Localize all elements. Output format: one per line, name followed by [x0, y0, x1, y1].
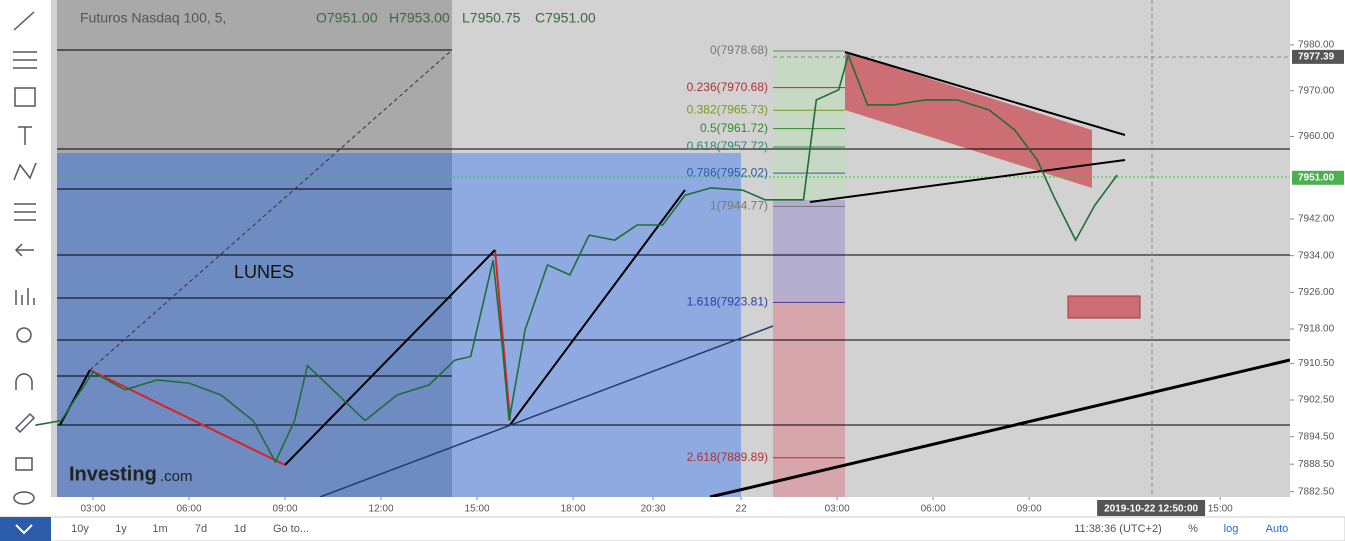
toolbar-button[interactable]: Go to...	[273, 523, 309, 535]
fib-label: 0.5(7961.72)	[700, 121, 768, 135]
y-tick-label: 7942.00	[1298, 214, 1335, 225]
bottom-toolbar	[0, 516, 1345, 541]
fib-zone	[773, 50, 845, 200]
fib-zone	[773, 200, 845, 300]
fib-label: 0.786(7952.02)	[687, 165, 768, 179]
fib-label: 1(7944.77)	[710, 199, 768, 213]
zone-gray	[57, 0, 452, 153]
trendline	[89, 49, 453, 371]
x-tick-label: 12:00	[369, 504, 394, 515]
fib-label: 0.382(7965.73)	[687, 102, 768, 116]
status-item: 11:38:36 (UTC+2)	[1074, 523, 1162, 535]
ohlc-value: O7951.00	[316, 10, 378, 26]
status-item[interactable]: log	[1224, 523, 1239, 535]
watermark: .com	[160, 468, 193, 485]
collapse-icon	[15, 524, 33, 535]
price-tag-label: 7951.00	[1298, 172, 1335, 183]
price-series	[35, 52, 1118, 464]
y-tick-label: 7934.00	[1298, 250, 1335, 261]
x-tick-label: 09:00	[273, 504, 298, 515]
y-tick-label: 7970.00	[1298, 85, 1335, 96]
x-tick-label: 03:00	[825, 504, 850, 515]
left-toolbar	[0, 0, 51, 541]
toolbar-button[interactable]: 1y	[115, 523, 127, 535]
toolbar-button[interactable]: 1m	[152, 523, 167, 535]
y-tick-label: 7888.50	[1298, 459, 1335, 470]
status: 11:38:36 (UTC+2)% log Auto	[1074, 523, 1288, 535]
y-tick-label: 7960.00	[1298, 131, 1335, 142]
fib-label: 1.618(7923.81)	[687, 295, 768, 309]
cursor-label: 2019-10-22 12:50:00	[1104, 504, 1198, 515]
collapse-button[interactable]	[0, 517, 51, 541]
price-tag	[1292, 170, 1344, 185]
y-tick-label: 7918.00	[1298, 324, 1335, 335]
toolbar: 10y 1y 1m 7d 1d Go to...	[71, 523, 309, 535]
tool-icons	[13, 11, 37, 505]
y-tick-label: 7882.50	[1298, 486, 1335, 497]
y-axis	[1290, 0, 1345, 517]
x-tick-label: 06:00	[177, 504, 202, 515]
fib-label: 0.236(7970.68)	[687, 80, 768, 94]
box	[1067, 295, 1141, 319]
toolbar-button[interactable]: 1d	[234, 523, 246, 535]
ohlc-value: H7953.00	[389, 10, 450, 26]
toolbar-button[interactable]: 7d	[195, 523, 207, 535]
y-tick-label: 7980.00	[1298, 40, 1335, 51]
price-tag-label: 7977.39	[1298, 52, 1335, 63]
annotation: LUNES	[234, 262, 294, 282]
ohlc-value: L7950.75	[462, 10, 521, 26]
x-tick-label: 18:00	[561, 504, 586, 515]
y-tick-label: 7926.00	[1298, 287, 1335, 298]
channel	[845, 52, 1092, 188]
zone-blue-dark	[57, 153, 452, 497]
fib-zone	[773, 300, 845, 497]
zone-blue	[452, 153, 741, 497]
ohlc-value: C7951.00	[535, 10, 596, 26]
x-tick-label: 15:00	[1208, 504, 1233, 515]
watermark: Investing	[69, 463, 157, 485]
status-item[interactable]: %	[1188, 523, 1198, 535]
x-tick-label: 06:00	[921, 504, 946, 515]
fib-label: 2.618(7889.89)	[687, 450, 768, 464]
drawings	[59, 51, 1291, 499]
fib-label: 0.618(7957.72)	[687, 139, 768, 153]
x-tick-label: 03:00	[80, 504, 105, 515]
fib-label: 0(7978.68)	[710, 43, 768, 57]
levels	[57, 49, 1290, 426]
price-tag	[1292, 49, 1344, 64]
x-tick-label: 09:00	[1017, 504, 1042, 515]
y-tick-label: 7910.50	[1298, 358, 1335, 369]
y-tick-label: 7894.50	[1298, 431, 1335, 442]
toolbar-button[interactable]: 10y	[71, 523, 89, 535]
x-axis	[51, 497, 1345, 517]
cursor-tag	[1097, 500, 1206, 516]
x-tick-label: 15:00	[465, 504, 490, 515]
y-tick-label: 7902.50	[1298, 395, 1335, 406]
chart-title: Futuros Nasdaq 100, 5,	[80, 10, 226, 26]
x-tick-label: 20:30	[641, 504, 666, 515]
x-tick-label: 22	[736, 504, 748, 515]
status-item[interactable]: Auto	[1266, 523, 1289, 535]
